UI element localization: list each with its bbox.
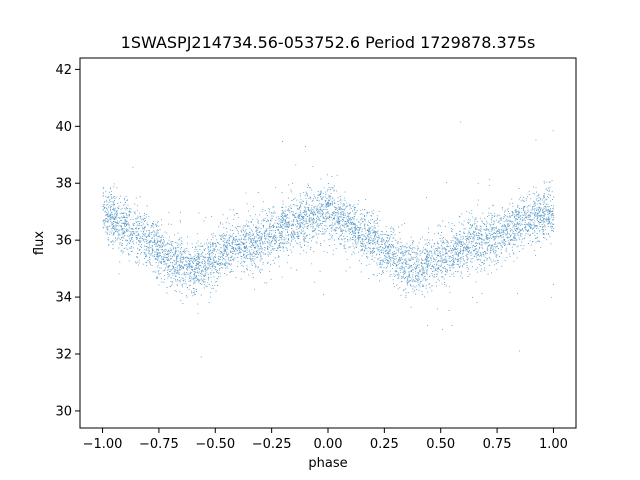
chart-title: 1SWASPJ214734.56-053752.6 Period 1729878… <box>121 33 536 52</box>
y-axis-label: flux <box>32 231 47 255</box>
y-tick-label: 30 <box>55 404 72 419</box>
y-tick-label: 32 <box>55 348 72 363</box>
y-tick-label: 34 <box>55 291 72 306</box>
y-tick-label: 36 <box>55 234 72 249</box>
x-axis: −1.00 −0.75 −0.50 −0.25 0.00 0.25 0.50 0.75 1.00 <box>83 428 568 452</box>
scatter-point-cloud <box>102 121 555 358</box>
data-points <box>102 121 555 358</box>
x-tick-label: 0.50 <box>426 437 455 452</box>
x-tick-label: 0.25 <box>370 437 399 452</box>
y-tick-label: 38 <box>55 177 72 192</box>
x-tick-label: −0.25 <box>252 437 292 452</box>
x-tick-label: −0.75 <box>139 437 179 452</box>
x-tick-label: −0.50 <box>195 437 235 452</box>
x-tick-label: 0.75 <box>483 437 512 452</box>
x-tick-label: 0.00 <box>314 437 343 452</box>
x-tick-label: −1.00 <box>83 437 123 452</box>
y-tick-label: 42 <box>55 63 72 78</box>
y-tick-label: 40 <box>55 120 72 135</box>
x-axis-label: phase <box>308 456 347 471</box>
y-axis: 30 32 34 36 38 40 42 <box>55 63 80 419</box>
x-tick-label: 1.00 <box>539 437 568 452</box>
